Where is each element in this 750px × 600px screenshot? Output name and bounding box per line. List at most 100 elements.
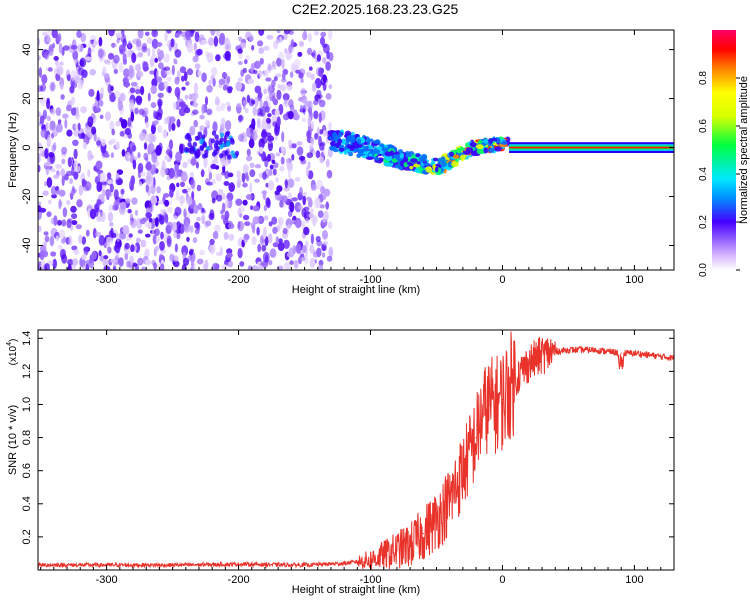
spectrogram-noise-cell — [109, 120, 115, 131]
spectrogram-noise-cell — [61, 175, 65, 186]
spectrogram-noise-cell — [150, 164, 157, 175]
spectrogram-signal-cell — [483, 138, 490, 144]
spectrogram-noise-cell — [281, 131, 285, 143]
spectrogram-noise-cell — [205, 220, 212, 227]
spectrogram-noise-cell — [120, 201, 127, 210]
svg-text:(x104): (x104) — [6, 339, 19, 366]
spectrogram-noise-cell — [193, 82, 199, 94]
spectrogram-noise-cell — [179, 66, 187, 74]
spectrogram-noise-cell — [176, 118, 181, 128]
snr-data-point — [508, 387, 510, 389]
snr-x-axis-label: Height of straight line (km) — [292, 584, 420, 596]
spectrogram-noise-cell — [254, 134, 259, 140]
spectrogram-noise-cell — [134, 107, 139, 115]
spectrogram-noise-cell — [111, 128, 115, 136]
spectrogram-x-tick-label: 0 — [499, 274, 505, 286]
spectrogram-noise-cell — [130, 81, 138, 87]
spectrogram-noise-cell — [52, 142, 57, 151]
spectrogram-noise-cell — [181, 245, 189, 256]
spectrogram-noise-cell — [235, 81, 242, 92]
spectrogram-noise-cell — [305, 217, 310, 224]
spectrogram-noise-cell — [43, 181, 48, 187]
spectrogram-noise-cell — [129, 219, 134, 227]
spectrogram-signal-cell — [395, 153, 401, 161]
spectrogram-noise-cell — [182, 161, 188, 169]
spectrogram-noise-cell — [326, 255, 333, 262]
spectrogram-noise-cell — [99, 114, 104, 119]
spectrogram-noise-cell — [91, 126, 97, 135]
spectrogram-noise-cell — [167, 85, 172, 94]
spectrogram-noise-cell — [128, 67, 135, 79]
spectrogram-noise-cell — [276, 57, 282, 67]
spectrogram-noise-cell — [137, 162, 144, 173]
spectrogram-noise-cell — [299, 40, 304, 48]
spectrogram-noise-cell — [68, 235, 73, 246]
spectrogram-noise-cell — [44, 263, 50, 270]
spectrogram-noise-cell — [319, 156, 325, 164]
spectrogram-noise-cell — [134, 209, 139, 216]
spectrogram-cluster-cell — [211, 151, 217, 157]
spectrogram-noise-cell — [310, 208, 314, 214]
spectrogram-noise-cell — [326, 169, 333, 179]
spectrogram-noise-cell — [186, 236, 190, 242]
spectrogram-noise-cell — [159, 208, 165, 216]
spectrogram-noise-cell — [110, 152, 114, 159]
spectrogram-noise-cell — [280, 78, 287, 83]
spectrogram-noise-cell — [162, 80, 169, 88]
spectrogram-noise-cell — [289, 260, 294, 265]
spectrogram-noise-cell — [46, 36, 52, 43]
spectrogram-noise-cell — [212, 231, 219, 240]
spectrogram-noise-cell — [298, 72, 304, 79]
spectrogram-noise-cell — [173, 260, 180, 268]
spectrogram-noise-cell — [67, 157, 72, 168]
spectrogram-noise-cell — [66, 200, 71, 205]
spectrogram-noise-cell — [151, 152, 158, 164]
spectrogram-noise-cell — [168, 121, 172, 132]
spectrogram-noise-cell — [61, 158, 66, 165]
spectrogram-noise-cell — [85, 263, 90, 270]
spectrogram-noise-cell — [278, 103, 284, 115]
spectrogram-noise-cell — [110, 258, 118, 264]
spectrogram-noise-cell — [41, 74, 48, 84]
spectrogram-noise-cell — [137, 229, 143, 234]
snr-data-point — [647, 354, 649, 356]
spectrogram-noise-cell — [298, 155, 306, 161]
spectrogram-noise-cell — [78, 234, 83, 244]
spectrogram-noise-cell — [77, 79, 84, 90]
spectrogram-noise-cell — [150, 85, 157, 95]
spectrogram-noise-cell — [143, 152, 149, 161]
spectrogram-noise-cell — [147, 92, 151, 102]
spectrogram-noise-cell — [38, 152, 41, 164]
spectrogram-noise-cell — [273, 168, 277, 176]
spectrogram-noise-cell — [266, 117, 271, 124]
spectrogram-noise-cell — [174, 32, 180, 38]
spectrogram-noise-cell — [141, 46, 148, 53]
snr-data-point — [369, 559, 372, 561]
spectrogram-noise-cell — [275, 152, 281, 157]
spectrogram-noise-cell — [62, 45, 70, 51]
spectrogram-noise-cell — [157, 200, 164, 205]
spectrogram-noise-cell — [180, 181, 185, 187]
spectrogram-cluster-cell — [215, 145, 220, 152]
snr-data-point — [462, 470, 464, 472]
spectrogram-noise-cell — [267, 153, 271, 162]
spectrogram-noise-cell — [197, 70, 202, 77]
spectrogram-noise-cell — [182, 188, 188, 194]
spectrogram-noise-cell — [130, 111, 135, 122]
spectrogram-noise-cell — [99, 211, 106, 223]
spectrogram-noise-cell — [283, 239, 290, 249]
spectrogram-signal-cell — [425, 166, 433, 173]
spectrogram-noise-cell — [302, 98, 308, 104]
spectrogram-noise-cell — [145, 212, 153, 219]
spectrogram-noise-cell — [144, 133, 149, 142]
spectrogram-noise-cell — [257, 264, 264, 270]
spectrogram-noise-cell — [156, 186, 161, 194]
spectrogram-noise-cell — [71, 220, 78, 226]
spectrogram-noise-cell — [113, 189, 119, 200]
spectrogram-noise-cell — [294, 177, 301, 182]
spectrogram-noise-cell — [276, 185, 283, 193]
spectrogram-noise-cell — [323, 188, 331, 197]
spectrogram-signal-cell — [475, 144, 484, 150]
spectrogram-noise-cell — [282, 72, 286, 81]
spectrogram-noise-cell — [53, 215, 58, 227]
